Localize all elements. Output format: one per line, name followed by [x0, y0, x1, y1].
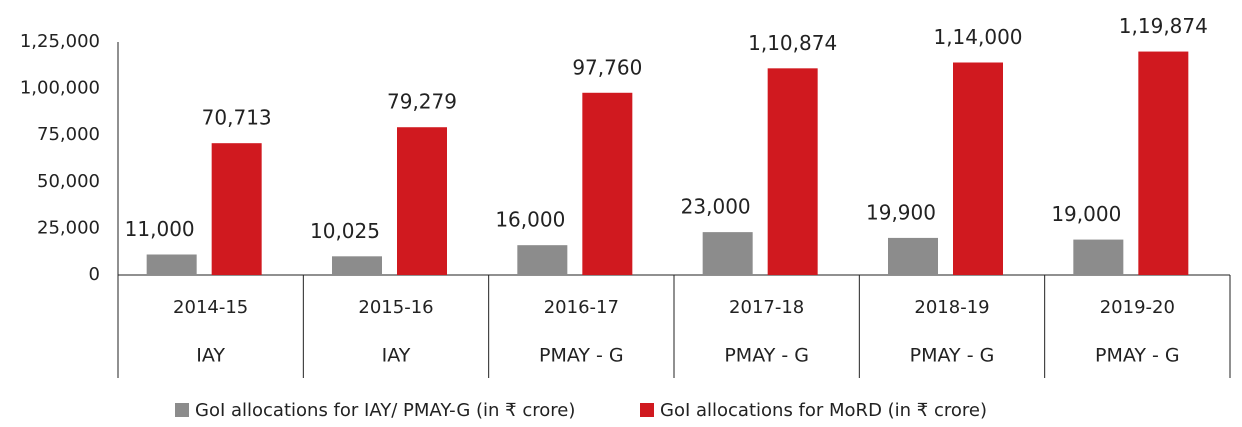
data-label: 10,025 — [310, 219, 380, 243]
bar — [888, 237, 938, 275]
bar — [332, 256, 382, 275]
y-tick-label: 1,25,000 — [20, 31, 100, 52]
bar — [1073, 239, 1124, 275]
data-label: 16,000 — [495, 208, 565, 232]
x-tick-label: 2014-15 — [173, 297, 248, 318]
y-tick-label: 0 — [89, 264, 100, 285]
group-label: PMAY - G — [1095, 345, 1180, 367]
bar — [702, 232, 753, 275]
bar — [517, 245, 568, 275]
bar — [211, 143, 262, 275]
group-label: IAY — [382, 345, 411, 367]
data-label: 1,10,874 — [748, 31, 837, 55]
data-label: 23,000 — [681, 195, 751, 219]
data-label: 70,713 — [202, 106, 272, 130]
y-tick-label: 75,000 — [37, 124, 100, 145]
bar — [1138, 51, 1189, 275]
x-tick-label: 2019-20 — [1100, 297, 1175, 318]
group-label: PMAY - G — [724, 345, 809, 367]
x-tick-label: 2015-16 — [358, 297, 433, 318]
data-label: 97,760 — [572, 55, 642, 79]
legend-label: GoI allocations for IAY/ PMAY-G (in ₹ cr… — [195, 400, 575, 421]
data-label: 1,19,874 — [1119, 14, 1208, 38]
group-label: PMAY - G — [539, 345, 624, 367]
y-tick-label: 1,00,000 — [20, 78, 100, 99]
data-label: 19,000 — [1051, 202, 1121, 226]
bar — [953, 62, 1003, 276]
x-tick-label: 2016-17 — [544, 297, 619, 318]
data-label: 1,14,000 — [933, 25, 1022, 49]
data-label: 19,900 — [866, 200, 936, 224]
bar — [582, 92, 633, 275]
data-label: 11,000 — [125, 217, 195, 241]
x-tick-label: 2017-18 — [729, 297, 804, 318]
legend-swatch — [175, 403, 189, 417]
legend-label: GoI allocations for MoRD (in ₹ crore) — [660, 400, 987, 421]
bar — [146, 254, 197, 275]
group-label: IAY — [196, 345, 225, 367]
group-label: PMAY - G — [910, 345, 995, 367]
legend-swatch — [640, 403, 654, 417]
y-tick-label: 50,000 — [37, 171, 100, 192]
bar — [767, 68, 818, 275]
data-label: 79,279 — [387, 90, 457, 114]
x-tick-label: 2018-19 — [914, 297, 989, 318]
y-tick-label: 25,000 — [37, 217, 100, 238]
bar — [397, 127, 447, 276]
